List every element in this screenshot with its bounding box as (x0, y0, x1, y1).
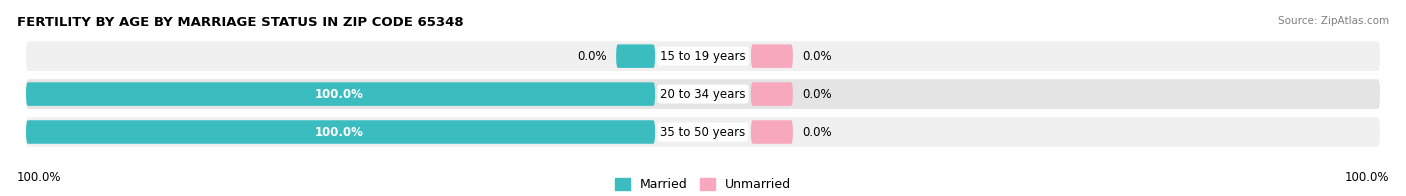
FancyBboxPatch shape (27, 41, 1379, 71)
FancyBboxPatch shape (27, 79, 1379, 109)
Legend: Married, Unmarried: Married, Unmarried (614, 178, 792, 191)
Text: FERTILITY BY AGE BY MARRIAGE STATUS IN ZIP CODE 65348: FERTILITY BY AGE BY MARRIAGE STATUS IN Z… (17, 16, 464, 29)
FancyBboxPatch shape (751, 82, 793, 106)
FancyBboxPatch shape (616, 44, 655, 68)
Text: 0.0%: 0.0% (578, 50, 607, 63)
Text: 0.0%: 0.0% (801, 125, 831, 139)
Text: 35 to 50 years: 35 to 50 years (661, 125, 745, 139)
Text: 20 to 34 years: 20 to 34 years (661, 88, 745, 101)
FancyBboxPatch shape (27, 120, 655, 144)
Text: 100.0%: 100.0% (1344, 171, 1389, 184)
Text: 100.0%: 100.0% (315, 88, 364, 101)
FancyBboxPatch shape (27, 117, 1379, 147)
FancyBboxPatch shape (751, 44, 793, 68)
Text: 15 to 19 years: 15 to 19 years (661, 50, 745, 63)
Text: 100.0%: 100.0% (315, 125, 364, 139)
Text: 0.0%: 0.0% (801, 50, 831, 63)
FancyBboxPatch shape (751, 120, 793, 144)
Text: 100.0%: 100.0% (17, 171, 62, 184)
Text: 0.0%: 0.0% (801, 88, 831, 101)
FancyBboxPatch shape (27, 82, 655, 106)
Text: Source: ZipAtlas.com: Source: ZipAtlas.com (1278, 16, 1389, 26)
